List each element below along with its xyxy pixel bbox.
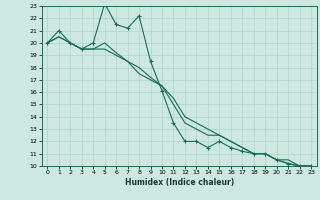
X-axis label: Humidex (Indice chaleur): Humidex (Indice chaleur) — [124, 178, 234, 187]
